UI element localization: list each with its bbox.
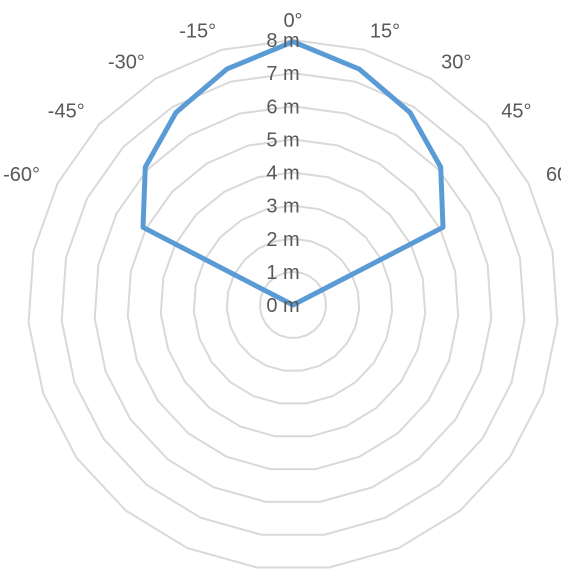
grid-ring-4 xyxy=(159,171,427,438)
radial-tick-label: 6 m xyxy=(266,96,299,118)
grid-ring-7 xyxy=(60,72,526,536)
angle-tick-label: -30° xyxy=(108,52,145,74)
grid-ring-2 xyxy=(225,237,361,372)
grid-ring-5 xyxy=(126,138,460,471)
angle-tick-label: 45° xyxy=(501,101,531,123)
angle-tick-label: -45° xyxy=(48,101,85,123)
series-line-0 xyxy=(140,39,446,308)
radial-tick-label: 2 m xyxy=(266,229,299,251)
angle-tick-label: 0° xyxy=(283,10,302,32)
angle-axis-labels: 0° 15° 30° 45° 60° -60° -45° -30° -15° xyxy=(3,10,561,186)
radial-tick-label: 1 m xyxy=(266,262,299,284)
radial-tick-label: 0 m xyxy=(266,295,299,317)
grid-ring-6 xyxy=(93,105,493,503)
angle-tick-label: 30° xyxy=(441,52,471,74)
angle-tick-label: -60° xyxy=(3,164,40,186)
radial-axis-labels: 0 m 1 m 2 m 3 m 4 m 5 m 6 m 7 m 8 m xyxy=(266,30,299,317)
radar-grid xyxy=(27,38,559,569)
grid-ring-8 xyxy=(27,38,559,569)
radial-tick-label: 8 m xyxy=(266,30,299,52)
radial-tick-label: 7 m xyxy=(266,63,299,85)
series-layer xyxy=(140,39,446,308)
radial-tick-label: 4 m xyxy=(266,163,299,185)
grid-ring-3 xyxy=(192,204,394,405)
radial-tick-label: 5 m xyxy=(266,129,299,151)
radial-tick-label: 3 m xyxy=(266,196,299,218)
angle-tick-label: -15° xyxy=(179,21,216,43)
angle-tick-label: 60° xyxy=(546,164,561,186)
angle-tick-label: 15° xyxy=(370,21,400,43)
